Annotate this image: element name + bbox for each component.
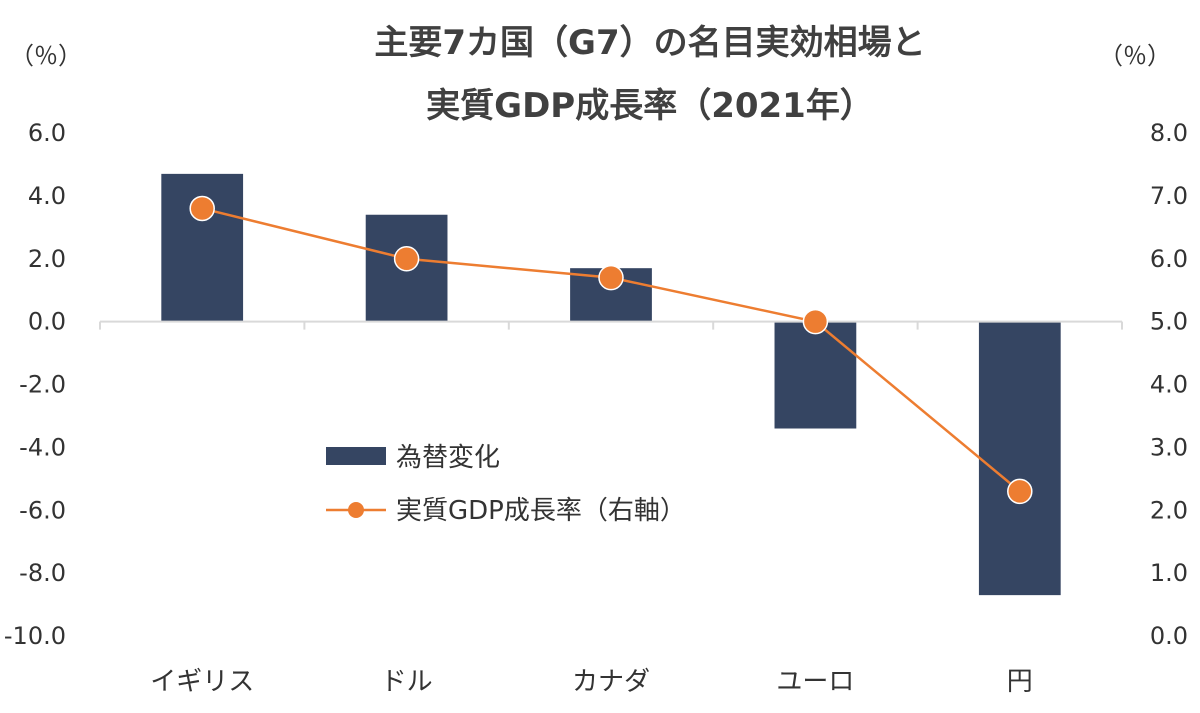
legend-label-line: 実質GDP成長率（右軸） — [396, 496, 686, 526]
category-label: イギリス — [150, 667, 254, 697]
left-axis-unit: （％） — [10, 42, 82, 70]
left-tick-label: 4.0 — [28, 182, 66, 210]
right-tick-label: 8.0 — [1150, 119, 1188, 147]
legend-label-bar: 為替変化 — [396, 443, 500, 473]
bar-series — [161, 173, 1061, 596]
right-axis-unit: （％） — [1099, 42, 1171, 70]
right-tick-label: 1.0 — [1150, 559, 1188, 587]
legend-swatch-bar — [326, 447, 386, 465]
line-series — [189, 195, 1033, 505]
left-tick-label: -6.0 — [19, 496, 66, 524]
left-tick-label: 0.0 — [28, 308, 66, 336]
left-tick-label: -4.0 — [19, 433, 66, 461]
line-path — [201, 207, 1021, 493]
legend: 為替変化 実質GDP成長率（右軸） — [326, 443, 686, 526]
right-tick-label: 3.0 — [1150, 433, 1188, 461]
right-tick-label: 0.0 — [1150, 622, 1188, 650]
right-tick-label: 4.0 — [1150, 371, 1188, 399]
right-tick-label: 5.0 — [1150, 308, 1188, 336]
category-label: カナダ — [572, 667, 650, 697]
right-tick-label: 7.0 — [1150, 182, 1188, 210]
left-tick-label: 6.0 — [28, 119, 66, 147]
right-axis-ticks: 8.0 7.0 6.0 5.0 4.0 3.0 2.0 1.0 0.0 — [1150, 119, 1188, 650]
line-point-2 — [393, 246, 420, 272]
left-tick-label: -10.0 — [4, 622, 66, 650]
line-point-5 — [1007, 478, 1033, 505]
right-tick-label: 6.0 — [1150, 245, 1188, 273]
left-tick-label: -8.0 — [19, 559, 66, 587]
right-tick-label: 2.0 — [1150, 496, 1188, 524]
line-point-4 — [802, 308, 829, 335]
legend-swatch-marker — [348, 502, 364, 518]
category-label: ユーロ — [776, 667, 854, 697]
chart-title-line-1: 主要7カ国（G7）の名目実効相場と — [374, 23, 925, 63]
category-labels: イギリス ドル カナダ ユーロ 円 — [150, 667, 1033, 697]
line-point-3 — [598, 264, 624, 291]
left-tick-label: -2.0 — [19, 371, 66, 399]
category-tick-marks — [99, 321, 1123, 330]
left-axis-ticks: 6.0 4.0 2.0 0.0 -2.0 -4.0 -6.0 -8.0 -10.0 — [4, 119, 66, 650]
category-label: ドル — [381, 667, 433, 697]
line-point-1 — [189, 195, 215, 222]
bar-5 — [978, 321, 1061, 596]
bar-4 — [774, 321, 857, 429]
chart-title-line-2: 実質GDP成長率（2021年） — [426, 86, 874, 126]
category-label: 円 — [1007, 667, 1033, 697]
left-tick-label: 2.0 — [28, 245, 66, 273]
chart-title: 主要7カ国（G7）の名目実効相場と 実質GDP成長率（2021年） — [374, 23, 925, 126]
